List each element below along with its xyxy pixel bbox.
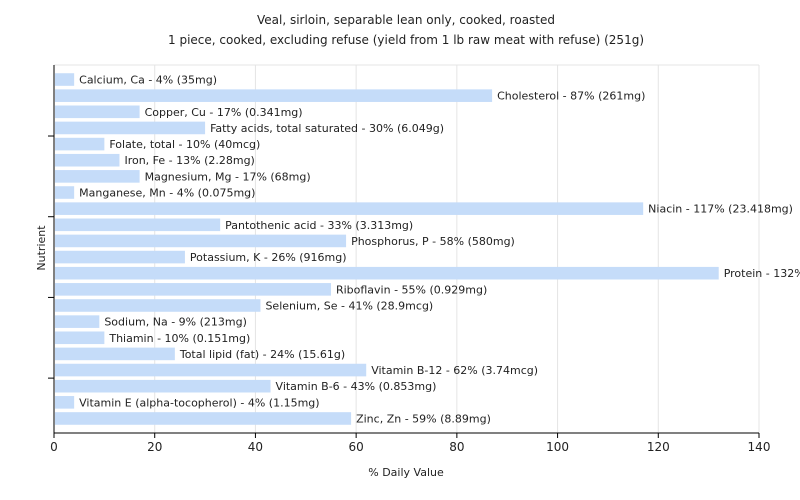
grid-lines: [54, 64, 760, 433]
bar: [55, 153, 120, 167]
x-tick-label: 60: [349, 440, 364, 454]
bar: [55, 412, 352, 425]
bar: [55, 266, 719, 280]
bar: [55, 202, 644, 215]
bar: [55, 299, 261, 312]
bar: [55, 363, 367, 377]
bar-label: Manganese, Mn - 4% (0.075mg): [79, 187, 255, 200]
bar-label: Folate, total - 10% (40mcg): [109, 138, 260, 151]
bar: [55, 250, 185, 264]
bar: [55, 218, 221, 232]
x-tick-label: 0: [50, 440, 58, 454]
bar-label: Calcium, Ca - 4% (35mg): [79, 74, 217, 87]
bar-label: Vitamin B-12 - 62% (3.74mcg): [371, 364, 538, 377]
bar-label: Sodium, Na - 9% (213mg): [104, 316, 247, 329]
bar: [55, 170, 140, 183]
x-tick-label: 120: [647, 440, 670, 454]
bar: [55, 105, 140, 119]
bar-label: Thiamin - 10% (0.151mg): [108, 332, 250, 345]
x-axis-title: % Daily Value: [368, 466, 444, 479]
bar: [55, 234, 347, 248]
bar-label: Copper, Cu - 17% (0.341mg): [145, 106, 303, 119]
bar: [55, 331, 105, 345]
bar-label: Pantothenic acid - 33% (3.313mg): [225, 219, 413, 232]
chart-subtitle: 1 piece, cooked, excluding refuse (yield…: [168, 33, 644, 47]
bar-label: Riboflavin - 55% (0.929mg): [336, 283, 487, 296]
bar: [55, 347, 175, 361]
bar: [55, 137, 105, 151]
bar: [55, 315, 100, 328]
bar-label: Zinc, Zn - 59% (8.89mg): [356, 412, 491, 425]
bar-label: Iron, Fe - 13% (2.28mg): [124, 154, 254, 167]
x-tick-label: 80: [449, 440, 464, 454]
bar-label: Protein - 132% (66.06g): [724, 267, 800, 280]
bar-label: Cholesterol - 87% (261mg): [497, 90, 645, 103]
x-tick-label: 20: [147, 440, 162, 454]
x-tick-label: 100: [546, 440, 569, 454]
bar-label: Total lipid (fat) - 24% (15.61g): [179, 348, 345, 361]
y-axis-title: Nutrient: [35, 225, 48, 271]
bar: [55, 73, 75, 86]
chart-title: Veal, sirloin, separable lean only, cook…: [257, 13, 555, 27]
bar: [55, 396, 75, 409]
bar: [55, 379, 271, 393]
bar: [55, 121, 206, 135]
bar-label: Vitamin E (alpha-tocopherol) - 4% (1.15m…: [79, 396, 319, 409]
x-tick-label: 40: [248, 440, 263, 454]
bar: [55, 283, 331, 296]
bar-label: Potassium, K - 26% (916mg): [190, 251, 347, 264]
bar-label: Magnesium, Mg - 17% (68mg): [145, 170, 311, 183]
bar-label: Phosphorus, P - 58% (580mg): [351, 235, 515, 248]
bars: Calcium, Ca - 4% (35mg) Cholesterol - 87%…: [55, 73, 800, 425]
bar: [55, 186, 75, 199]
axes: 0 20 40 60 80 100 120 140: [48, 65, 770, 454]
bar-label: Fatty acids, total saturated - 30% (6.04…: [210, 122, 444, 135]
bar-label: Vitamin B-6 - 43% (0.853mg): [276, 380, 437, 393]
bar: [55, 89, 493, 102]
bar-label: Niacin - 117% (23.418mg): [648, 203, 793, 216]
x-tick-label: 140: [748, 440, 771, 454]
bar-label: Selenium, Se - 41% (28.9mcg): [265, 299, 433, 312]
